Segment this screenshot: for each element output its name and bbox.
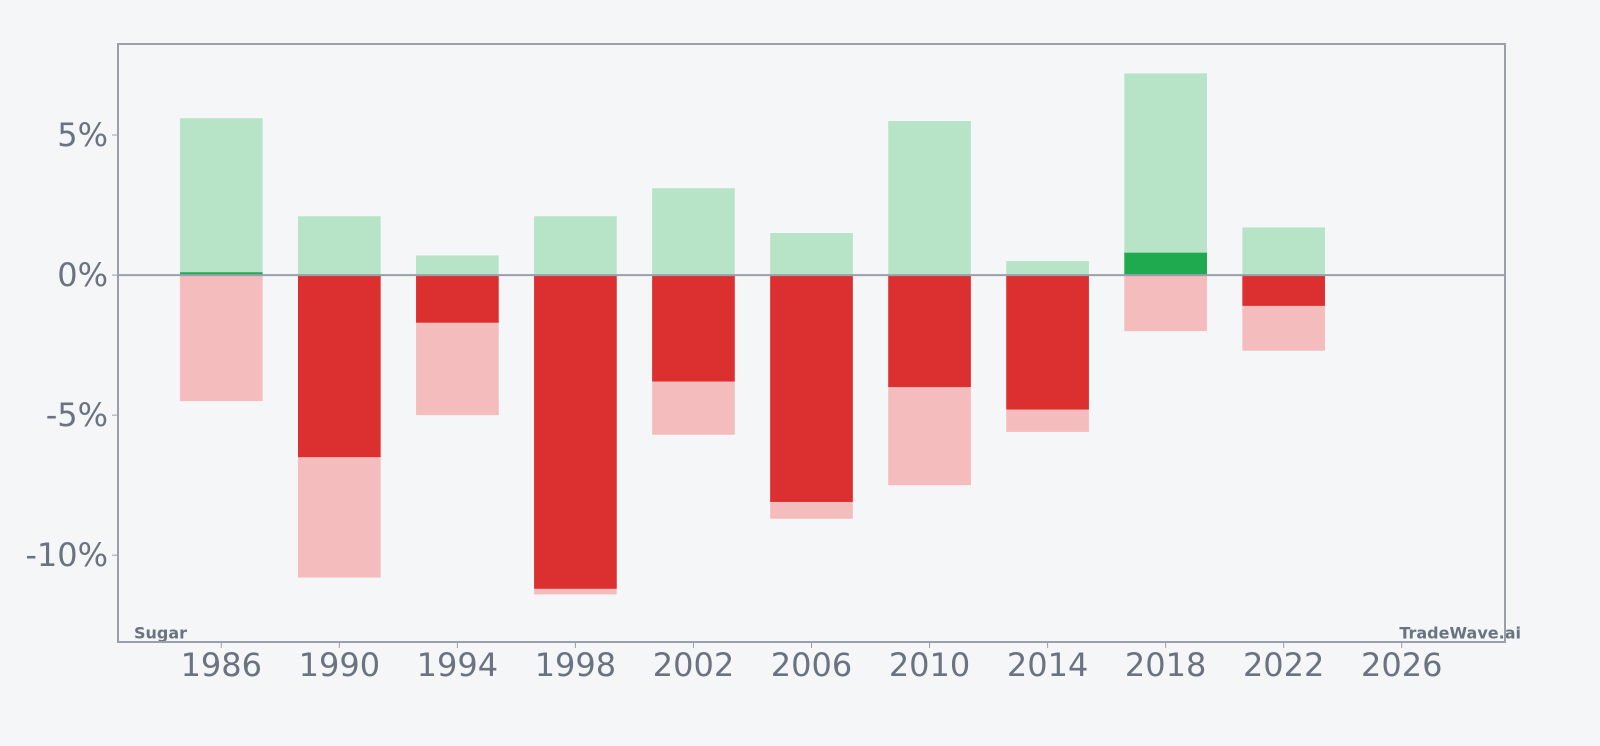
bar — [1242, 227, 1325, 276]
x-tick-label: 2022 — [1243, 646, 1324, 684]
bar — [770, 233, 853, 276]
bar — [416, 255, 499, 276]
x-tick-label: 1998 — [535, 646, 616, 684]
x-tick-label: 1994 — [417, 646, 498, 684]
bar — [770, 275, 853, 502]
x-tick-label: 1986 — [181, 646, 262, 684]
bar — [1006, 261, 1089, 276]
bar — [888, 121, 971, 276]
bar — [179, 118, 263, 276]
y-tick-label: -10% — [25, 536, 108, 574]
bar — [416, 275, 499, 323]
bar — [298, 275, 381, 458]
x-tick-label: 2014 — [1007, 646, 1088, 684]
watermark: TradeWave.ai — [1399, 624, 1521, 643]
y-tick-label: 0% — [57, 256, 108, 294]
bar — [1124, 73, 1207, 276]
x-tick-label: 1990 — [299, 646, 380, 684]
bar — [1124, 252, 1207, 276]
x-tick-label: 2010 — [889, 646, 970, 684]
x-tick-label: 2006 — [771, 646, 852, 684]
x-tick-label: 2026 — [1361, 646, 1442, 684]
bar — [652, 188, 735, 276]
bar — [179, 272, 263, 276]
y-tick-label: 5% — [57, 116, 108, 154]
bar — [1006, 275, 1089, 410]
y-tick-label: -5% — [46, 396, 108, 434]
bar — [1242, 275, 1325, 306]
bar — [1124, 275, 1207, 332]
bar — [298, 216, 381, 276]
bar — [179, 275, 263, 402]
bar — [534, 216, 617, 276]
bar — [888, 275, 971, 388]
commodity-label: Sugar — [134, 624, 187, 643]
x-tick-label: 2002 — [653, 646, 734, 684]
plot-frame — [117, 43, 1506, 643]
x-tick-label: 2018 — [1125, 646, 1206, 684]
bar — [534, 275, 617, 589]
bar — [652, 275, 735, 382]
